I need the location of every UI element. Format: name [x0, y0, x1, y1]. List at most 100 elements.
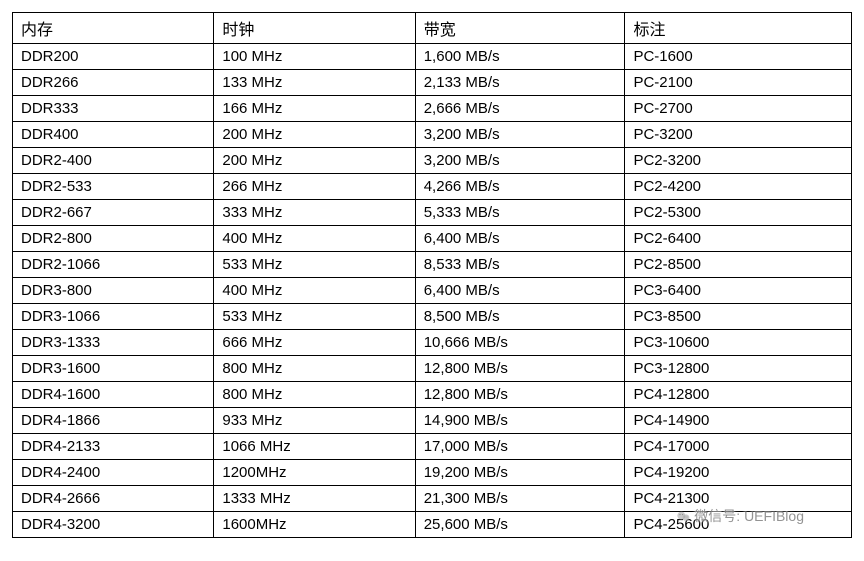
cell-clock: 133 MHz: [214, 70, 415, 96]
cell-memory: DDR4-1600: [13, 382, 214, 408]
cell-memory: DDR4-2400: [13, 460, 214, 486]
cell-memory: DDR4-2666: [13, 486, 214, 512]
cell-clock: 800 MHz: [214, 382, 415, 408]
col-header-bandwidth: 带宽: [415, 13, 625, 44]
cell-memory: DDR200: [13, 44, 214, 70]
cell-memory: DDR2-800: [13, 226, 214, 252]
cell-label: PC-1600: [625, 44, 852, 70]
cell-label: PC4-25600: [625, 512, 852, 538]
cell-label: PC2-5300: [625, 200, 852, 226]
cell-clock: 533 MHz: [214, 304, 415, 330]
table-row: DDR4-21331066 MHz17,000 MB/sPC4-17000: [13, 434, 852, 460]
memory-spec-table: 内存 时钟 带宽 标注 DDR200100 MHz1,600 MB/sPC-16…: [12, 12, 852, 538]
cell-clock: 1066 MHz: [214, 434, 415, 460]
table-row: DDR4-26661333 MHz21,300 MB/sPC4-21300: [13, 486, 852, 512]
cell-clock: 1333 MHz: [214, 486, 415, 512]
cell-clock: 1600MHz: [214, 512, 415, 538]
cell-label: PC3-10600: [625, 330, 852, 356]
cell-label: PC-3200: [625, 122, 852, 148]
cell-label: PC3-8500: [625, 304, 852, 330]
table-row: DDR2-1066533 MHz8,533 MB/sPC2-8500: [13, 252, 852, 278]
table-row: DDR4-32001600MHz25,600 MB/sPC4-25600: [13, 512, 852, 538]
cell-memory: DDR3-1066: [13, 304, 214, 330]
cell-memory: DDR2-667: [13, 200, 214, 226]
cell-memory: DDR3-1600: [13, 356, 214, 382]
cell-memory: DDR266: [13, 70, 214, 96]
table-row: DDR2-800400 MHz6,400 MB/sPC2-6400: [13, 226, 852, 252]
cell-label: PC2-6400: [625, 226, 852, 252]
table-row: DDR400200 MHz3,200 MB/sPC-3200: [13, 122, 852, 148]
cell-bandwidth: 4,266 MB/s: [415, 174, 625, 200]
cell-clock: 933 MHz: [214, 408, 415, 434]
cell-bandwidth: 2,133 MB/s: [415, 70, 625, 96]
table-row: DDR4-1600800 MHz12,800 MB/sPC4-12800: [13, 382, 852, 408]
cell-bandwidth: 14,900 MB/s: [415, 408, 625, 434]
cell-bandwidth: 10,666 MB/s: [415, 330, 625, 356]
table-row: DDR3-1333666 MHz10,666 MB/sPC3-10600: [13, 330, 852, 356]
cell-bandwidth: 17,000 MB/s: [415, 434, 625, 460]
cell-memory: DDR4-3200: [13, 512, 214, 538]
cell-memory: DDR333: [13, 96, 214, 122]
cell-label: PC-2100: [625, 70, 852, 96]
cell-memory: DDR2-533: [13, 174, 214, 200]
cell-memory: DDR2-400: [13, 148, 214, 174]
cell-memory: DDR3-1333: [13, 330, 214, 356]
cell-memory: DDR3-800: [13, 278, 214, 304]
cell-label: PC2-8500: [625, 252, 852, 278]
cell-clock: 200 MHz: [214, 122, 415, 148]
table-row: DDR2-533266 MHz4,266 MB/sPC2-4200: [13, 174, 852, 200]
cell-clock: 666 MHz: [214, 330, 415, 356]
cell-label: PC-2700: [625, 96, 852, 122]
cell-memory: DDR2-1066: [13, 252, 214, 278]
table-row: DDR2-400200 MHz3,200 MB/sPC2-3200: [13, 148, 852, 174]
table-row: DDR266133 MHz2,133 MB/sPC-2100: [13, 70, 852, 96]
cell-bandwidth: 12,800 MB/s: [415, 382, 625, 408]
cell-bandwidth: 8,500 MB/s: [415, 304, 625, 330]
cell-clock: 533 MHz: [214, 252, 415, 278]
col-header-clock: 时钟: [214, 13, 415, 44]
cell-label: PC4-17000: [625, 434, 852, 460]
cell-label: PC4-19200: [625, 460, 852, 486]
cell-label: PC2-3200: [625, 148, 852, 174]
table-row: DDR2-667333 MHz5,333 MB/sPC2-5300: [13, 200, 852, 226]
cell-bandwidth: 3,200 MB/s: [415, 148, 625, 174]
cell-label: PC2-4200: [625, 174, 852, 200]
cell-memory: DDR4-2133: [13, 434, 214, 460]
col-header-memory: 内存: [13, 13, 214, 44]
cell-bandwidth: 3,200 MB/s: [415, 122, 625, 148]
cell-bandwidth: 8,533 MB/s: [415, 252, 625, 278]
cell-clock: 333 MHz: [214, 200, 415, 226]
cell-bandwidth: 5,333 MB/s: [415, 200, 625, 226]
cell-bandwidth: 12,800 MB/s: [415, 356, 625, 382]
table-row: DDR3-1600800 MHz12,800 MB/sPC3-12800: [13, 356, 852, 382]
cell-clock: 200 MHz: [214, 148, 415, 174]
cell-bandwidth: 6,400 MB/s: [415, 226, 625, 252]
cell-memory: DDR4-1866: [13, 408, 214, 434]
cell-bandwidth: 1,600 MB/s: [415, 44, 625, 70]
table-header-row: 内存 时钟 带宽 标注: [13, 13, 852, 44]
cell-label: PC4-21300: [625, 486, 852, 512]
cell-label: PC4-14900: [625, 408, 852, 434]
cell-bandwidth: 6,400 MB/s: [415, 278, 625, 304]
table-row: DDR3-800400 MHz6,400 MB/sPC3-6400: [13, 278, 852, 304]
cell-clock: 166 MHz: [214, 96, 415, 122]
cell-label: PC4-12800: [625, 382, 852, 408]
cell-clock: 100 MHz: [214, 44, 415, 70]
table-row: DDR4-24001200MHz19,200 MB/sPC4-19200: [13, 460, 852, 486]
cell-bandwidth: 19,200 MB/s: [415, 460, 625, 486]
col-header-label: 标注: [625, 13, 852, 44]
table-row: DDR200100 MHz1,600 MB/sPC-1600: [13, 44, 852, 70]
cell-bandwidth: 21,300 MB/s: [415, 486, 625, 512]
cell-clock: 400 MHz: [214, 278, 415, 304]
cell-memory: DDR400: [13, 122, 214, 148]
table-row: DDR4-1866933 MHz14,900 MB/sPC4-14900: [13, 408, 852, 434]
cell-bandwidth: 2,666 MB/s: [415, 96, 625, 122]
cell-bandwidth: 25,600 MB/s: [415, 512, 625, 538]
cell-clock: 1200MHz: [214, 460, 415, 486]
cell-clock: 800 MHz: [214, 356, 415, 382]
table-body: DDR200100 MHz1,600 MB/sPC-1600DDR266133 …: [13, 44, 852, 538]
table-row: DDR3-1066533 MHz8,500 MB/sPC3-8500: [13, 304, 852, 330]
cell-label: PC3-12800: [625, 356, 852, 382]
cell-label: PC3-6400: [625, 278, 852, 304]
cell-clock: 266 MHz: [214, 174, 415, 200]
